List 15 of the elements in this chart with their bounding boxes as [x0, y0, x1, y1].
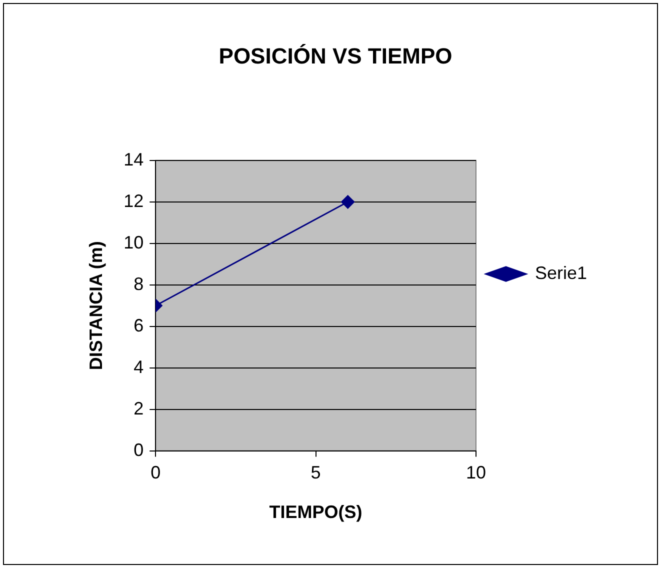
y-tick-label: 2	[134, 398, 144, 418]
chart-title: POSICIÓN VS TIEMPO	[218, 43, 452, 68]
y-tick-label: 10	[124, 232, 144, 252]
x-axis-title: TIEMPO(S)	[269, 502, 362, 522]
x-tick-label: 0	[150, 462, 161, 483]
y-axis-title: DISTANCIA (m)	[86, 241, 106, 370]
y-tick-label: 12	[124, 190, 144, 211]
x-tick-label: 10	[466, 462, 486, 483]
y-tick-label: 8	[134, 274, 144, 294]
x-tick-label: 5	[310, 462, 321, 483]
y-tick-label: 4	[134, 356, 144, 377]
y-tick-label: 14	[124, 149, 144, 170]
y-tick-label: 0	[134, 440, 144, 460]
y-tick-label: 6	[134, 315, 144, 336]
legend-label: Serie1	[534, 262, 587, 283]
